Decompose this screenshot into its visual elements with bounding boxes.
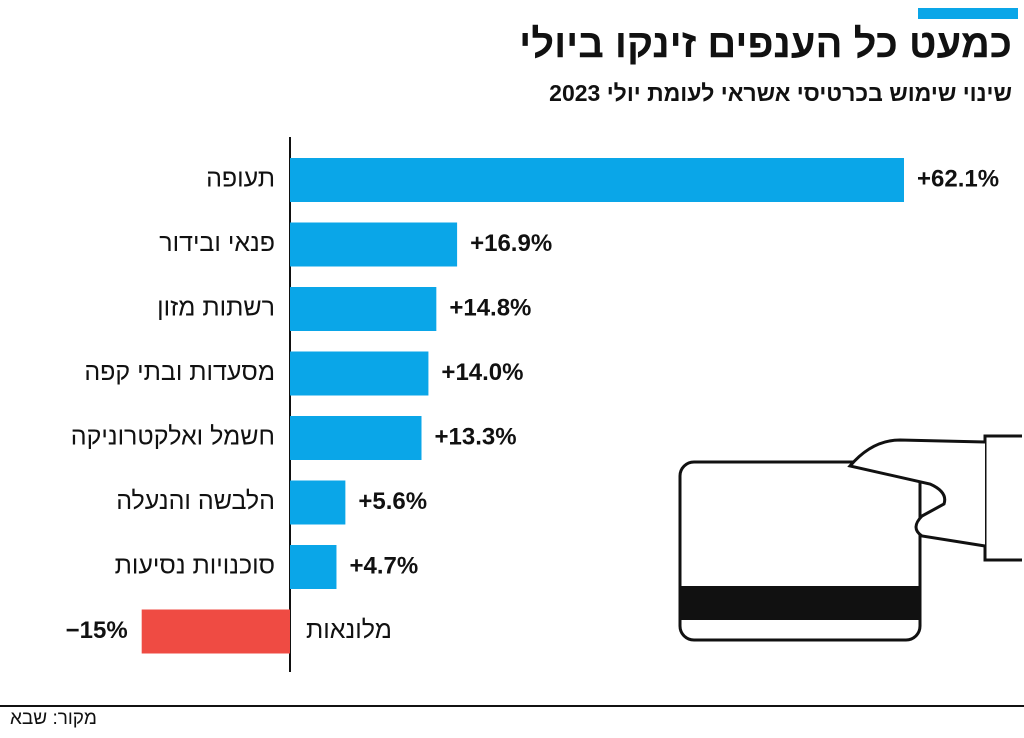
bar (290, 480, 346, 525)
value-label: +5.6% (358, 488, 427, 515)
value-label: +4.7% (349, 552, 418, 579)
bar (290, 416, 422, 460)
value-label: +14.8% (449, 294, 531, 321)
category-label: חשמל ואלקטרוניקה (71, 423, 275, 451)
accent-bar (918, 8, 1018, 19)
value-label: +62.1% (917, 165, 999, 192)
bar (290, 545, 337, 589)
value-label: +16.9% (470, 230, 552, 257)
category-label: מסעדות ובתי קפה (84, 358, 275, 386)
bar (141, 609, 290, 654)
bar (290, 158, 904, 202)
source: מקור: שבא (10, 708, 97, 729)
chart-subtitle: שינוי שימוש בכרטיסי אשראי לעומת יולי 202… (549, 80, 1012, 106)
category-label: סוכנויות נסיעות (115, 552, 275, 580)
chart-title: כמעט כל הענפים זינקו ביולי (519, 22, 1012, 66)
category-label: פנאי ובידור (159, 229, 275, 257)
category-label: הלבשה והנעלה (116, 487, 275, 515)
category-label: מלונאות (306, 616, 392, 644)
bar (290, 222, 458, 267)
category-label: רשתות מזון (157, 294, 275, 322)
value-label: −15% (66, 617, 128, 644)
bar (290, 351, 429, 396)
value-label: +14.0% (441, 359, 523, 386)
category-label: תעופה (206, 165, 275, 193)
card-illustration (678, 434, 1022, 642)
bar (290, 287, 437, 331)
value-label: +13.3% (435, 423, 517, 450)
